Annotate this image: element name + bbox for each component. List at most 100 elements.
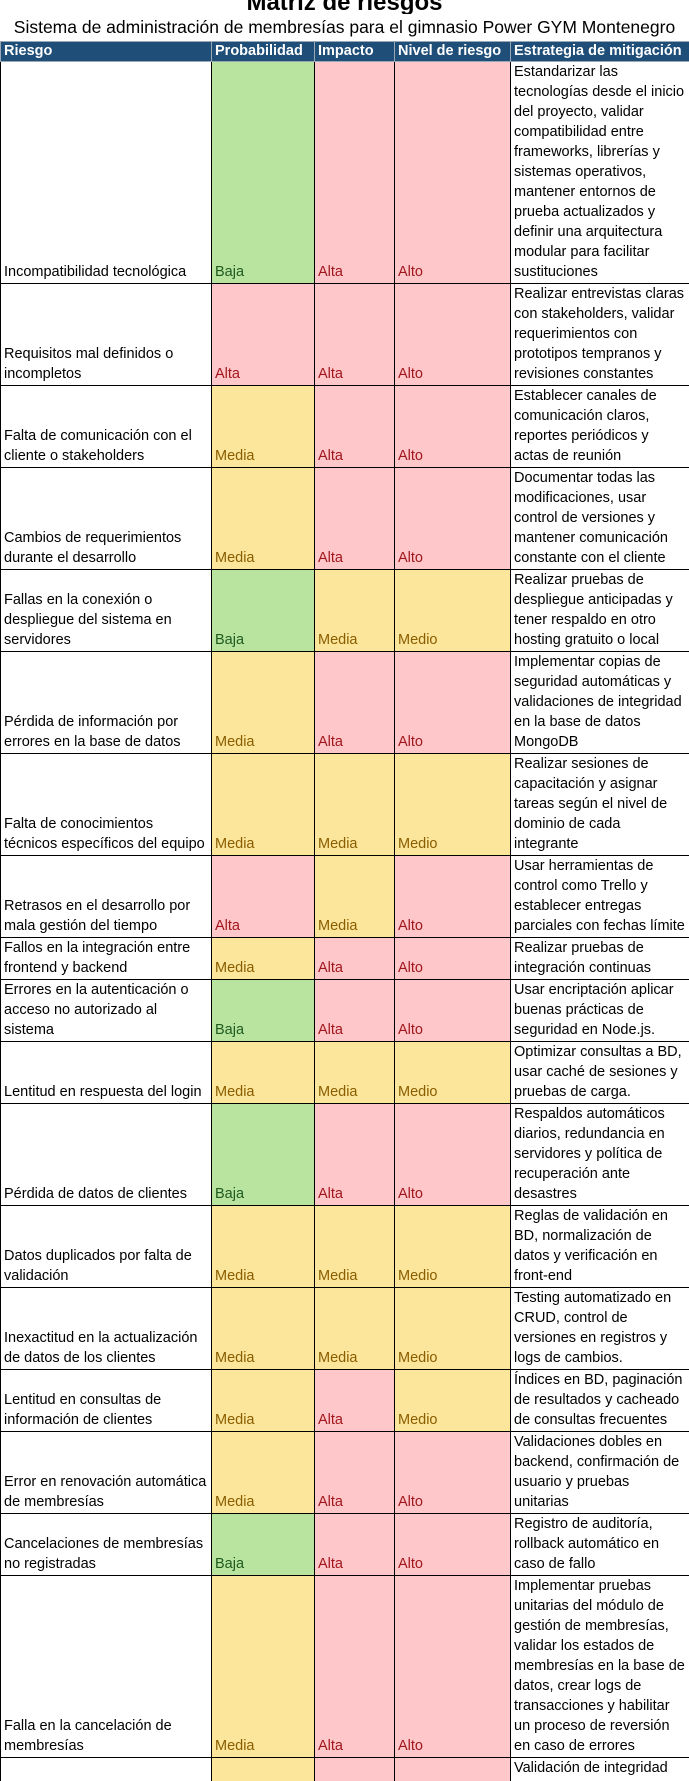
risk-cell[interactable]: Errores en la autenticación o acceso no … <box>0 979 212 1042</box>
mitigation-cell[interactable]: Validaciones dobles en backend, confirma… <box>510 1431 689 1514</box>
impact-cell[interactable]: Alta <box>314 1575 395 1758</box>
mitigation-cell[interactable]: Documentar todas las modificaciones, usa… <box>510 467 689 570</box>
probability-cell[interactable]: Alta <box>211 283 315 386</box>
probability-cell[interactable]: Media <box>211 1757 315 1781</box>
risk-cell[interactable]: Falla en la cancelación de membresías <box>0 1575 212 1758</box>
risk-cell[interactable]: Datos duplicados por falta de validación <box>0 1205 212 1288</box>
impact-cell[interactable]: Alta <box>314 467 395 570</box>
probability-cell[interactable]: Media <box>211 1369 315 1432</box>
probability-cell[interactable]: Media <box>211 1205 315 1288</box>
impact-cell[interactable]: Alta <box>314 385 395 468</box>
risk-level-cell[interactable]: Medio <box>394 1369 511 1432</box>
mitigation-cell[interactable]: Realizar pruebas de integración continua… <box>510 937 689 980</box>
mitigation-cell[interactable]: Realizar sesiones de capacitación y asig… <box>510 753 689 856</box>
risk-level-cell[interactable]: Alto <box>394 1431 511 1514</box>
probability-cell[interactable]: Baja <box>211 1513 315 1576</box>
impact-cell[interactable]: Alta <box>314 651 395 754</box>
impact-cell[interactable]: Alta <box>314 283 395 386</box>
impact-cell[interactable]: Alta <box>314 61 395 284</box>
impact-cell[interactable]: Alta <box>314 1369 395 1432</box>
risk-level-cell[interactable]: Alto <box>394 855 511 938</box>
header-estrategia[interactable]: Estrategia de mitigación <box>510 41 689 62</box>
impact-cell[interactable]: Media <box>314 855 395 938</box>
risk-cell[interactable]: Falta de conocimientos técnicos específi… <box>0 753 212 856</box>
mitigation-cell[interactable]: Estandarizar las tecnologías desde el in… <box>510 61 689 284</box>
risk-level-cell[interactable]: Alto <box>394 651 511 754</box>
impact-cell[interactable]: Alta <box>314 1103 395 1206</box>
risk-level-cell[interactable]: Medio <box>394 1205 511 1288</box>
impact-cell[interactable]: Alta <box>314 1757 395 1781</box>
risk-cell[interactable]: Fallas en la conexión o despliegue del s… <box>0 569 212 652</box>
probability-cell[interactable]: Baja <box>211 61 315 284</box>
risk-level-cell[interactable]: Alto <box>394 1757 511 1781</box>
risk-level-cell[interactable]: Alto <box>394 467 511 570</box>
mitigation-cell[interactable]: Implementar pruebas unitarias del módulo… <box>510 1575 689 1758</box>
risk-cell[interactable]: Inexactitud en la actualización de datos… <box>0 1287 212 1370</box>
probability-cell[interactable]: Media <box>211 937 315 980</box>
probability-cell[interactable]: Media <box>211 1431 315 1514</box>
risk-cell[interactable]: Lentitud en respuesta del login <box>0 1041 212 1104</box>
risk-level-cell[interactable]: Medio <box>394 753 511 856</box>
mitigation-cell[interactable]: Reglas de validación en BD, normalizació… <box>510 1205 689 1288</box>
risk-cell[interactable]: Reportes incompletos o erróneos <box>0 1757 212 1781</box>
risk-cell[interactable]: Requisitos mal definidos o incompletos <box>0 283 212 386</box>
probability-cell[interactable]: Media <box>211 1287 315 1370</box>
mitigation-cell[interactable]: Realizar entrevistas claras con stakehol… <box>510 283 689 386</box>
risk-cell[interactable]: Incompatibilidad tecnológica <box>0 61 212 284</box>
risk-level-cell[interactable]: Medio <box>394 569 511 652</box>
impact-cell[interactable]: Media <box>314 569 395 652</box>
impact-cell[interactable]: Media <box>314 753 395 856</box>
risk-level-cell[interactable]: Medio <box>394 1041 511 1104</box>
risk-cell[interactable]: Cancelaciones de membresías no registrad… <box>0 1513 212 1576</box>
header-riesgo[interactable]: Riesgo <box>0 41 212 62</box>
probability-cell[interactable]: Baja <box>211 979 315 1042</box>
mitigation-cell[interactable]: Implementar copias de seguridad automáti… <box>510 651 689 754</box>
risk-cell[interactable]: Fallos en la integración entre frontend … <box>0 937 212 980</box>
header-impacto[interactable]: Impacto <box>314 41 395 62</box>
header-nivel-de-riesgo[interactable]: Nivel de riesgo <box>394 41 511 62</box>
probability-cell[interactable]: Baja <box>211 569 315 652</box>
probability-cell[interactable]: Media <box>211 467 315 570</box>
risk-cell[interactable]: Lentitud en consultas de información de … <box>0 1369 212 1432</box>
probability-cell[interactable]: Media <box>211 385 315 468</box>
probability-cell[interactable]: Media <box>211 1575 315 1758</box>
mitigation-cell[interactable]: Validación de integridad antes de genera… <box>510 1757 689 1781</box>
probability-cell[interactable]: Alta <box>211 855 315 938</box>
probability-cell[interactable]: Media <box>211 753 315 856</box>
risk-level-cell[interactable]: Alto <box>394 385 511 468</box>
probability-cell[interactable]: Baja <box>211 1103 315 1206</box>
mitigation-cell[interactable]: Establecer canales de comunicación claro… <box>510 385 689 468</box>
mitigation-cell[interactable]: Optimizar consultas a BD, usar caché de … <box>510 1041 689 1104</box>
risk-level-cell[interactable]: Alto <box>394 1575 511 1758</box>
impact-cell[interactable]: Alta <box>314 1431 395 1514</box>
mitigation-cell[interactable]: Realizar pruebas de despliegue anticipad… <box>510 569 689 652</box>
probability-cell[interactable]: Media <box>211 651 315 754</box>
header-probabilidad[interactable]: Probabilidad <box>211 41 315 62</box>
risk-level-cell[interactable]: Alto <box>394 1103 511 1206</box>
impact-cell[interactable]: Alta <box>314 1513 395 1576</box>
mitigation-cell[interactable]: Usar herramientas de control como Trello… <box>510 855 689 938</box>
impact-cell[interactable]: Media <box>314 1041 395 1104</box>
mitigation-cell[interactable]: Respaldos automáticos diarios, redundanc… <box>510 1103 689 1206</box>
risk-level-cell[interactable]: Alto <box>394 1513 511 1576</box>
risk-cell[interactable]: Cambios de requerimientos durante el des… <box>0 467 212 570</box>
risk-cell[interactable]: Retrasos en el desarrollo por mala gesti… <box>0 855 212 938</box>
risk-level-cell[interactable]: Alto <box>394 979 511 1042</box>
risk-level-cell[interactable]: Alto <box>394 61 511 284</box>
risk-cell[interactable]: Pérdida de información por errores en la… <box>0 651 212 754</box>
risk-cell[interactable]: Pérdida de datos de clientes <box>0 1103 212 1206</box>
risk-level-cell[interactable]: Medio <box>394 1287 511 1370</box>
risk-level-cell[interactable]: Alto <box>394 937 511 980</box>
mitigation-cell[interactable]: Usar encriptación aplicar buenas práctic… <box>510 979 689 1042</box>
risk-cell[interactable]: Error en renovación automática de membre… <box>0 1431 212 1514</box>
risk-level-cell[interactable]: Alto <box>394 283 511 386</box>
impact-cell[interactable]: Alta <box>314 979 395 1042</box>
impact-cell[interactable]: Alta <box>314 937 395 980</box>
probability-cell[interactable]: Media <box>211 1041 315 1104</box>
impact-cell[interactable]: Media <box>314 1287 395 1370</box>
risk-cell[interactable]: Falta de comunicación con el cliente o s… <box>0 385 212 468</box>
impact-cell[interactable]: Media <box>314 1205 395 1288</box>
mitigation-cell[interactable]: Registro de auditoría, rollback automáti… <box>510 1513 689 1576</box>
mitigation-cell[interactable]: Testing automatizado en CRUD, control de… <box>510 1287 689 1370</box>
mitigation-cell[interactable]: Índices en BD, paginación de resultados … <box>510 1369 689 1432</box>
